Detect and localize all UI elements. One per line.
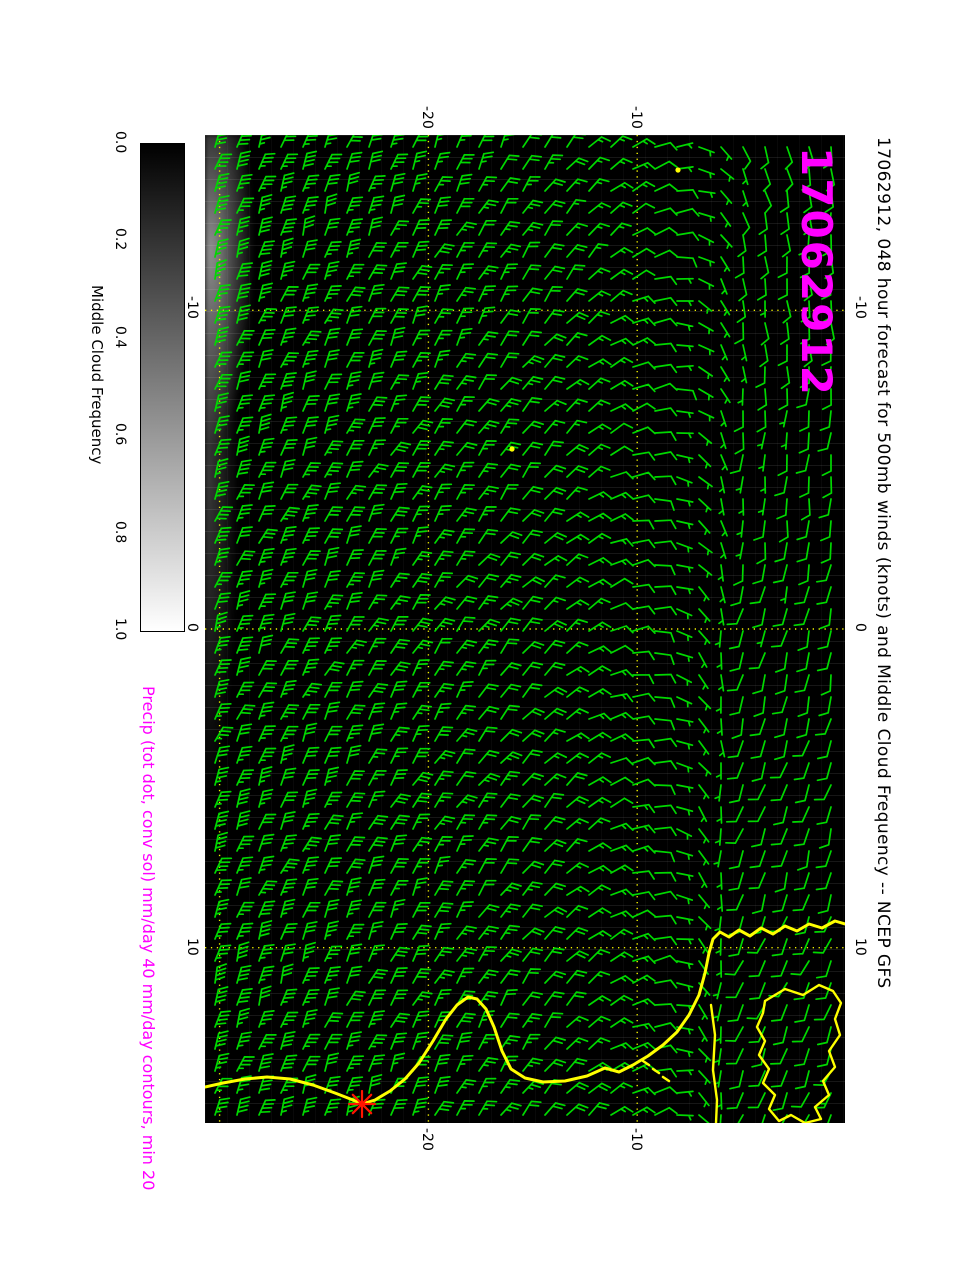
wind-barb-row <box>214 135 833 170</box>
coastline-segment <box>709 1003 719 1123</box>
wind-barb-row <box>214 259 832 302</box>
wind-barb-row <box>214 788 832 826</box>
wind-barb-row <box>214 920 832 957</box>
wind-barb-row <box>214 546 832 586</box>
map-plot: 17062912 <box>205 135 845 1123</box>
precip-dot <box>509 446 515 452</box>
colorbar-tick: 0.8 <box>112 520 128 543</box>
colorbar-tick: 0.2 <box>112 228 128 251</box>
wind-barb-row <box>214 766 832 804</box>
wind-barb-row <box>214 611 832 652</box>
station-star-marker <box>347 1089 377 1119</box>
wind-barb-row <box>214 963 832 1001</box>
precip-dot <box>675 167 681 173</box>
wind-barb-row <box>214 634 832 673</box>
wind-barb-row <box>214 1095 832 1123</box>
plot-title: 17062912, 048 hour forecast for 500mb wi… <box>873 137 893 989</box>
wind-barb-row <box>214 458 833 499</box>
colorbar-tick: 0.6 <box>112 423 128 446</box>
colorbar-label: Middle Cloud Frequency <box>88 285 106 465</box>
x-axis-tick-top: -20 <box>419 106 436 129</box>
island-mark <box>661 1075 671 1083</box>
x-axis-tick-top: -10 <box>628 106 645 129</box>
x-axis-tick-bottom: -10 <box>628 1128 645 1151</box>
precip-dots <box>509 167 681 452</box>
wind-barb-row <box>214 304 835 346</box>
wind-barb-row <box>214 701 832 740</box>
y-axis-tick-right: -10 <box>852 296 868 319</box>
y-axis-tick-right: 0 <box>852 623 868 633</box>
wind-barb-row <box>214 941 832 979</box>
wind-barb-row <box>214 1030 832 1068</box>
y-axis-tick-left: 10 <box>184 937 200 956</box>
coastline-segment <box>755 983 843 1123</box>
colorbar-tick: 1.0 <box>112 618 128 641</box>
wind-barb-row <box>214 171 834 214</box>
run-id-overlay: 17062912 <box>792 147 841 397</box>
wind-barb-row <box>214 525 832 565</box>
wind-barb-row <box>214 215 833 258</box>
wind-barb-row <box>214 590 832 630</box>
wind-barb-row <box>214 391 832 433</box>
wind-barb-row <box>214 150 836 192</box>
wind-barb-row <box>214 985 832 1023</box>
colorbar-tick: 0.0 <box>112 131 128 154</box>
wind-barb-row <box>214 656 832 696</box>
wind-barb-row <box>214 370 832 411</box>
colorbar-tick: 0.4 <box>112 325 128 349</box>
wind-barb-row <box>214 1052 832 1090</box>
wind-barb-row <box>214 898 832 936</box>
wind-barb-row <box>214 237 835 280</box>
wind-barb-row <box>214 877 832 915</box>
x-axis-tick-bottom: -20 <box>419 1128 436 1151</box>
wind-barb-row <box>214 744 832 782</box>
wind-barb-row <box>214 348 832 390</box>
y-axis-tick-left: 0 <box>184 623 200 633</box>
y-axis-tick-right: 10 <box>852 937 868 956</box>
wind-barb-row <box>214 722 832 761</box>
colorbar-gradient <box>140 143 185 632</box>
wind-barb-row <box>214 855 832 893</box>
coastline <box>205 919 845 1123</box>
wind-barb-row <box>214 480 832 521</box>
wind-barb-row <box>214 193 832 236</box>
map-svg <box>205 135 845 1123</box>
wind-barb-row <box>214 568 832 607</box>
wind-barb-row <box>214 282 833 324</box>
wind-barb-row <box>214 831 832 871</box>
wind-barb-row <box>214 1074 832 1112</box>
wind-barb-row <box>214 678 832 718</box>
precip-caption: Precip (tot dot, conv sol) mm/day 40 mm/… <box>139 686 158 1191</box>
star-spoke <box>351 1093 373 1115</box>
wind-barb-row <box>214 503 832 543</box>
wind-barb-row <box>214 413 832 455</box>
y-axis-tick-left: -10 <box>184 296 200 319</box>
island-mark <box>641 1059 651 1067</box>
wind-barb-row <box>214 810 832 849</box>
island-mark <box>651 1067 661 1075</box>
wind-barb-row <box>214 326 832 368</box>
wind-barb-row <box>214 435 832 477</box>
coastline-segment <box>205 919 845 1106</box>
wind-barbs <box>214 135 836 1123</box>
wind-barb-row <box>214 1007 832 1046</box>
